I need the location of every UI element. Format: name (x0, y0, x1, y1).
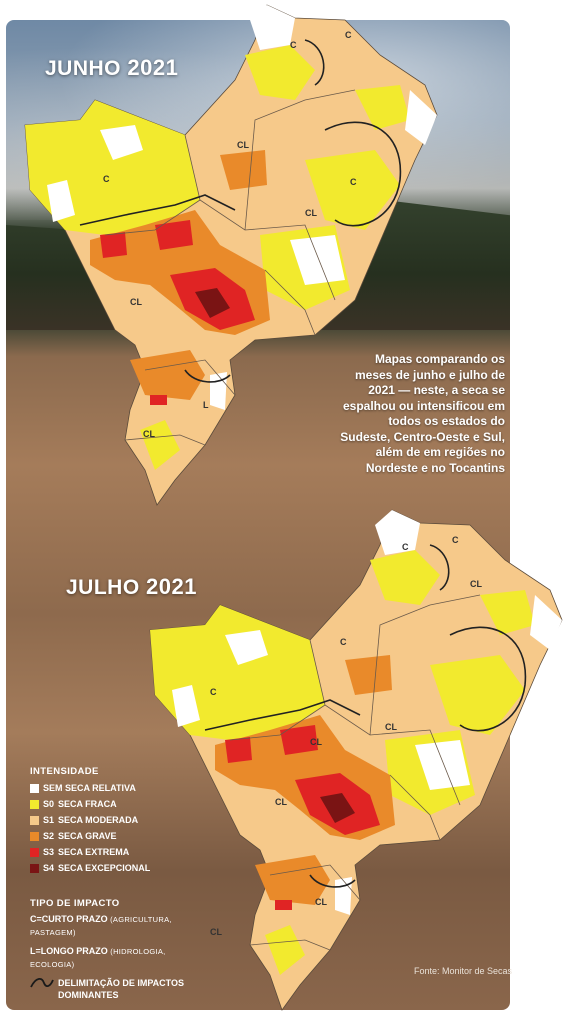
source-credit: Fonte: Monitor de Secas (414, 966, 513, 976)
legend-item-s4: S4 SECA EXCEPCIONAL (30, 860, 195, 876)
legend-swatch (30, 847, 39, 857)
label-c: C (210, 687, 217, 697)
legend-item-s3: S3 SECA EXTREMA (30, 844, 195, 860)
label-c: C (345, 30, 352, 40)
label-c: C (402, 542, 409, 552)
label-cl: CL (305, 208, 317, 218)
label-cl: CL (130, 297, 142, 307)
label-cl: CL (470, 579, 482, 589)
legend-code: S4 (43, 863, 55, 873)
label-cl: CL (143, 429, 155, 439)
label-c: C (103, 174, 110, 184)
legend-label: SECA EXCEPCIONAL (58, 863, 151, 873)
legend-code: S0 (43, 799, 55, 809)
label-c: C (350, 177, 357, 187)
legend-code: S3 (43, 847, 55, 857)
boundary-line-icon (30, 978, 54, 988)
legend-label: SEM SECA RELATIVA (43, 783, 136, 793)
legend-code: S1 (43, 815, 55, 825)
legend-swatch (30, 831, 39, 841)
legend-label: SECA GRAVE (58, 831, 117, 841)
label-cl: CL (385, 722, 397, 732)
caption: Mapas comparando os meses de junho e jul… (340, 352, 505, 475)
legend-swatch (30, 783, 39, 793)
legend-intensity-title: INTENSIDADE (30, 766, 99, 777)
label-cl: CL (237, 140, 249, 150)
legend: INTENSIDADE SEM SECA RELATIVA S0 SECA FR… (30, 766, 195, 1001)
label-cl: CL (315, 897, 327, 907)
legend-label: SECA MODERADA (58, 815, 139, 825)
legend-label: SECA EXTREMA (58, 847, 130, 857)
month-title-junho: JUNHO 2021 (45, 55, 179, 80)
legend-item-s2: S2 SECA GRAVE (30, 828, 195, 844)
legend-swatch (30, 863, 39, 873)
label-cl: CL (210, 927, 222, 937)
label-cl: CL (275, 797, 287, 807)
legend-impact-short: C=CURTO PRAZO (AGRICULTURA, PASTAGEM) (30, 914, 172, 937)
label-l: L (203, 400, 209, 410)
legend-item-none: SEM SECA RELATIVA (30, 780, 195, 796)
legend-item-s0: S0 SECA FRACA (30, 796, 195, 812)
map-julho: C C C C CL CL CL CL CL CL (149, 509, 563, 1011)
legend-item-s1: S1 SECA MODERADA (30, 812, 195, 828)
legend-swatch (30, 815, 39, 825)
legend-boundary: DELIMITAÇÃO DE IMPACTOS DOMINANTES (30, 977, 195, 1001)
legend-impact-long: L=LONGO PRAZO (HIDROLOGIA, ECOLOGIA) (30, 946, 166, 969)
label-cl: CL (310, 737, 322, 747)
legend-swatch (30, 799, 39, 809)
legend-label: SECA FRACA (58, 799, 117, 809)
label-c: C (452, 535, 459, 545)
map-junho: C C C C CL CL CL CL L (24, 4, 438, 506)
label-c: C (340, 637, 347, 647)
legend-code: S2 (43, 831, 55, 841)
label-c: C (290, 40, 297, 50)
legend-impact-title: TIPO DE IMPACTO (30, 898, 120, 909)
month-title-julho: JULHO 2021 (66, 574, 197, 599)
